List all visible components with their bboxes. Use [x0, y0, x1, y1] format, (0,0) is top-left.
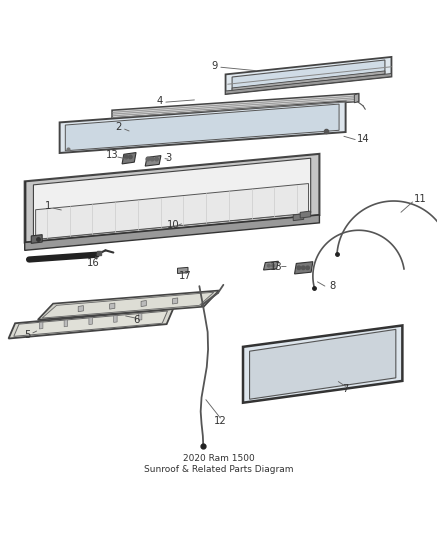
Text: 16: 16 [87, 258, 99, 268]
Text: 11: 11 [413, 194, 426, 204]
Text: 14: 14 [357, 134, 369, 144]
Polygon shape [65, 104, 339, 151]
Text: 10: 10 [167, 220, 180, 230]
Polygon shape [78, 305, 83, 312]
Polygon shape [177, 268, 188, 273]
Polygon shape [138, 313, 142, 320]
Polygon shape [39, 322, 43, 329]
Text: 13: 13 [106, 150, 118, 160]
Text: 3: 3 [166, 153, 172, 163]
Polygon shape [243, 326, 403, 403]
Polygon shape [112, 94, 359, 118]
Circle shape [146, 157, 150, 161]
Text: 6: 6 [133, 315, 139, 325]
Text: 5: 5 [24, 330, 30, 340]
Polygon shape [141, 301, 146, 306]
Polygon shape [89, 318, 92, 325]
Polygon shape [42, 292, 214, 318]
Circle shape [306, 266, 309, 270]
Polygon shape [294, 262, 313, 274]
Polygon shape [250, 329, 396, 399]
Polygon shape [122, 152, 136, 164]
Circle shape [129, 155, 132, 159]
Text: 1: 1 [45, 201, 51, 211]
Polygon shape [9, 309, 173, 338]
Polygon shape [300, 211, 311, 218]
Polygon shape [226, 57, 392, 94]
Text: 7: 7 [343, 384, 349, 394]
Circle shape [297, 266, 300, 270]
Polygon shape [35, 183, 308, 239]
Text: 17: 17 [179, 271, 191, 281]
Text: 2: 2 [115, 122, 122, 132]
Polygon shape [113, 316, 117, 322]
Polygon shape [354, 94, 359, 103]
Text: 4: 4 [157, 96, 163, 107]
Polygon shape [31, 235, 42, 244]
Polygon shape [25, 154, 319, 243]
Circle shape [150, 157, 154, 161]
Text: 9: 9 [212, 61, 218, 71]
Polygon shape [64, 320, 67, 327]
Circle shape [268, 264, 270, 267]
Polygon shape [110, 303, 115, 309]
Text: 8: 8 [329, 281, 336, 291]
Polygon shape [264, 261, 279, 270]
Polygon shape [33, 158, 311, 239]
Text: 2020 Ram 1500
Sunroof & Related Parts Diagram: 2020 Ram 1500 Sunroof & Related Parts Di… [144, 455, 294, 474]
Circle shape [124, 155, 128, 159]
Polygon shape [25, 215, 319, 251]
Circle shape [155, 157, 158, 161]
Polygon shape [145, 156, 161, 166]
Polygon shape [232, 60, 385, 92]
Text: 13: 13 [269, 262, 282, 272]
Polygon shape [14, 311, 167, 336]
Polygon shape [232, 71, 385, 91]
Text: 12: 12 [213, 416, 226, 426]
Circle shape [301, 266, 305, 270]
Circle shape [272, 264, 275, 267]
Polygon shape [293, 214, 304, 221]
Polygon shape [60, 101, 346, 153]
Polygon shape [173, 298, 178, 304]
Polygon shape [226, 74, 392, 94]
Polygon shape [38, 290, 219, 320]
